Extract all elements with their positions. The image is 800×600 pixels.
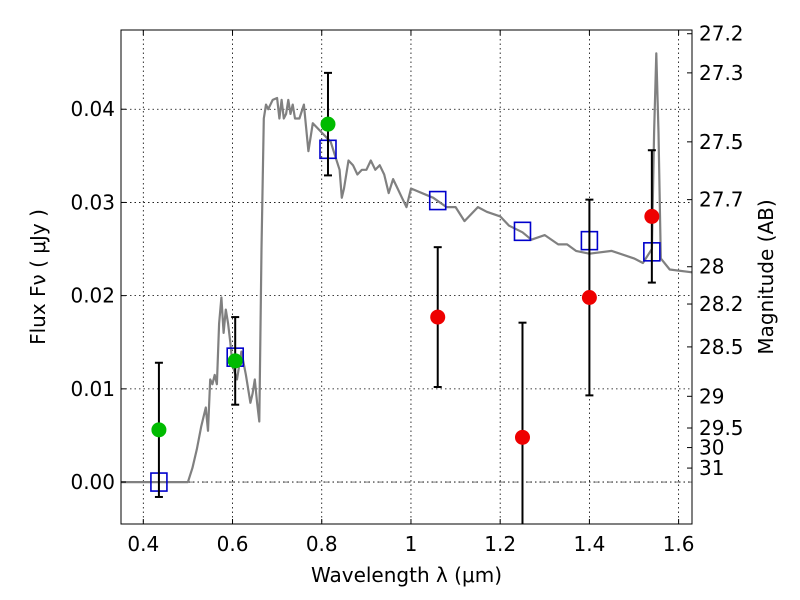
magnitude-tick-label: 27.7: [699, 188, 744, 212]
y-tick-label: 0.03: [70, 190, 115, 214]
magnitude-tick-label: 28.5: [699, 335, 744, 359]
plot-area: [121, 52, 693, 524]
magnitude-tick-label: 29.5: [699, 416, 744, 440]
x-tick-label: 1.4: [573, 532, 605, 556]
x-tick-label: 1.6: [663, 532, 695, 556]
y-tick-label: 0.01: [70, 377, 115, 401]
x-tick-label: 1: [405, 532, 418, 556]
model-photometry-square: [513, 221, 532, 242]
measured-flux-point: [320, 116, 336, 132]
measured-flux-point: [514, 429, 530, 445]
measured-flux-point: [430, 309, 446, 325]
x-tick-label: 0.6: [217, 532, 249, 556]
measured-flux-point: [227, 353, 243, 369]
y-tick-label: 0.00: [70, 470, 115, 494]
magnitude-tick-label: 27.3: [699, 61, 744, 85]
model-photometry-square: [428, 190, 447, 211]
grid: [121, 30, 692, 524]
x-axis-label: Wavelength λ (μm): [311, 563, 502, 587]
x-tick-label: 0.8: [306, 532, 338, 556]
x-tick-label: 1.2: [484, 532, 516, 556]
spectrum-line: [121, 52, 693, 484]
x-tick-label: 0.4: [127, 532, 159, 556]
magnitude-tick-label: 30: [699, 436, 724, 460]
y-tick-label: 0.04: [70, 97, 115, 121]
measured-flux-point: [151, 422, 167, 438]
magnitude-tick-label: 28.2: [699, 292, 744, 316]
y-tick-label: 0.02: [70, 284, 115, 308]
magnitude-tick-label: 31: [699, 456, 724, 480]
magnitude-tick-label: 27.2: [699, 22, 744, 46]
measured-flux-point: [644, 208, 660, 224]
y-axis-label-right: Magnitude (AB): [754, 199, 778, 354]
magnitude-tick-label: 29: [699, 384, 724, 408]
magnitude-tick-label: 27.5: [699, 130, 744, 154]
y-axis-label: Flux Fν ( μJy ): [26, 209, 50, 345]
magnitude-tick-label: 28: [699, 255, 724, 279]
axes-frame: [120, 29, 693, 525]
axis-ticks: 0.4 0.6 0.8 1 1.2 1.4 1.6 0.00 0.01 0.02 0.03 0.04 2…: [70, 22, 743, 556]
measured-flux-point: [581, 290, 597, 306]
